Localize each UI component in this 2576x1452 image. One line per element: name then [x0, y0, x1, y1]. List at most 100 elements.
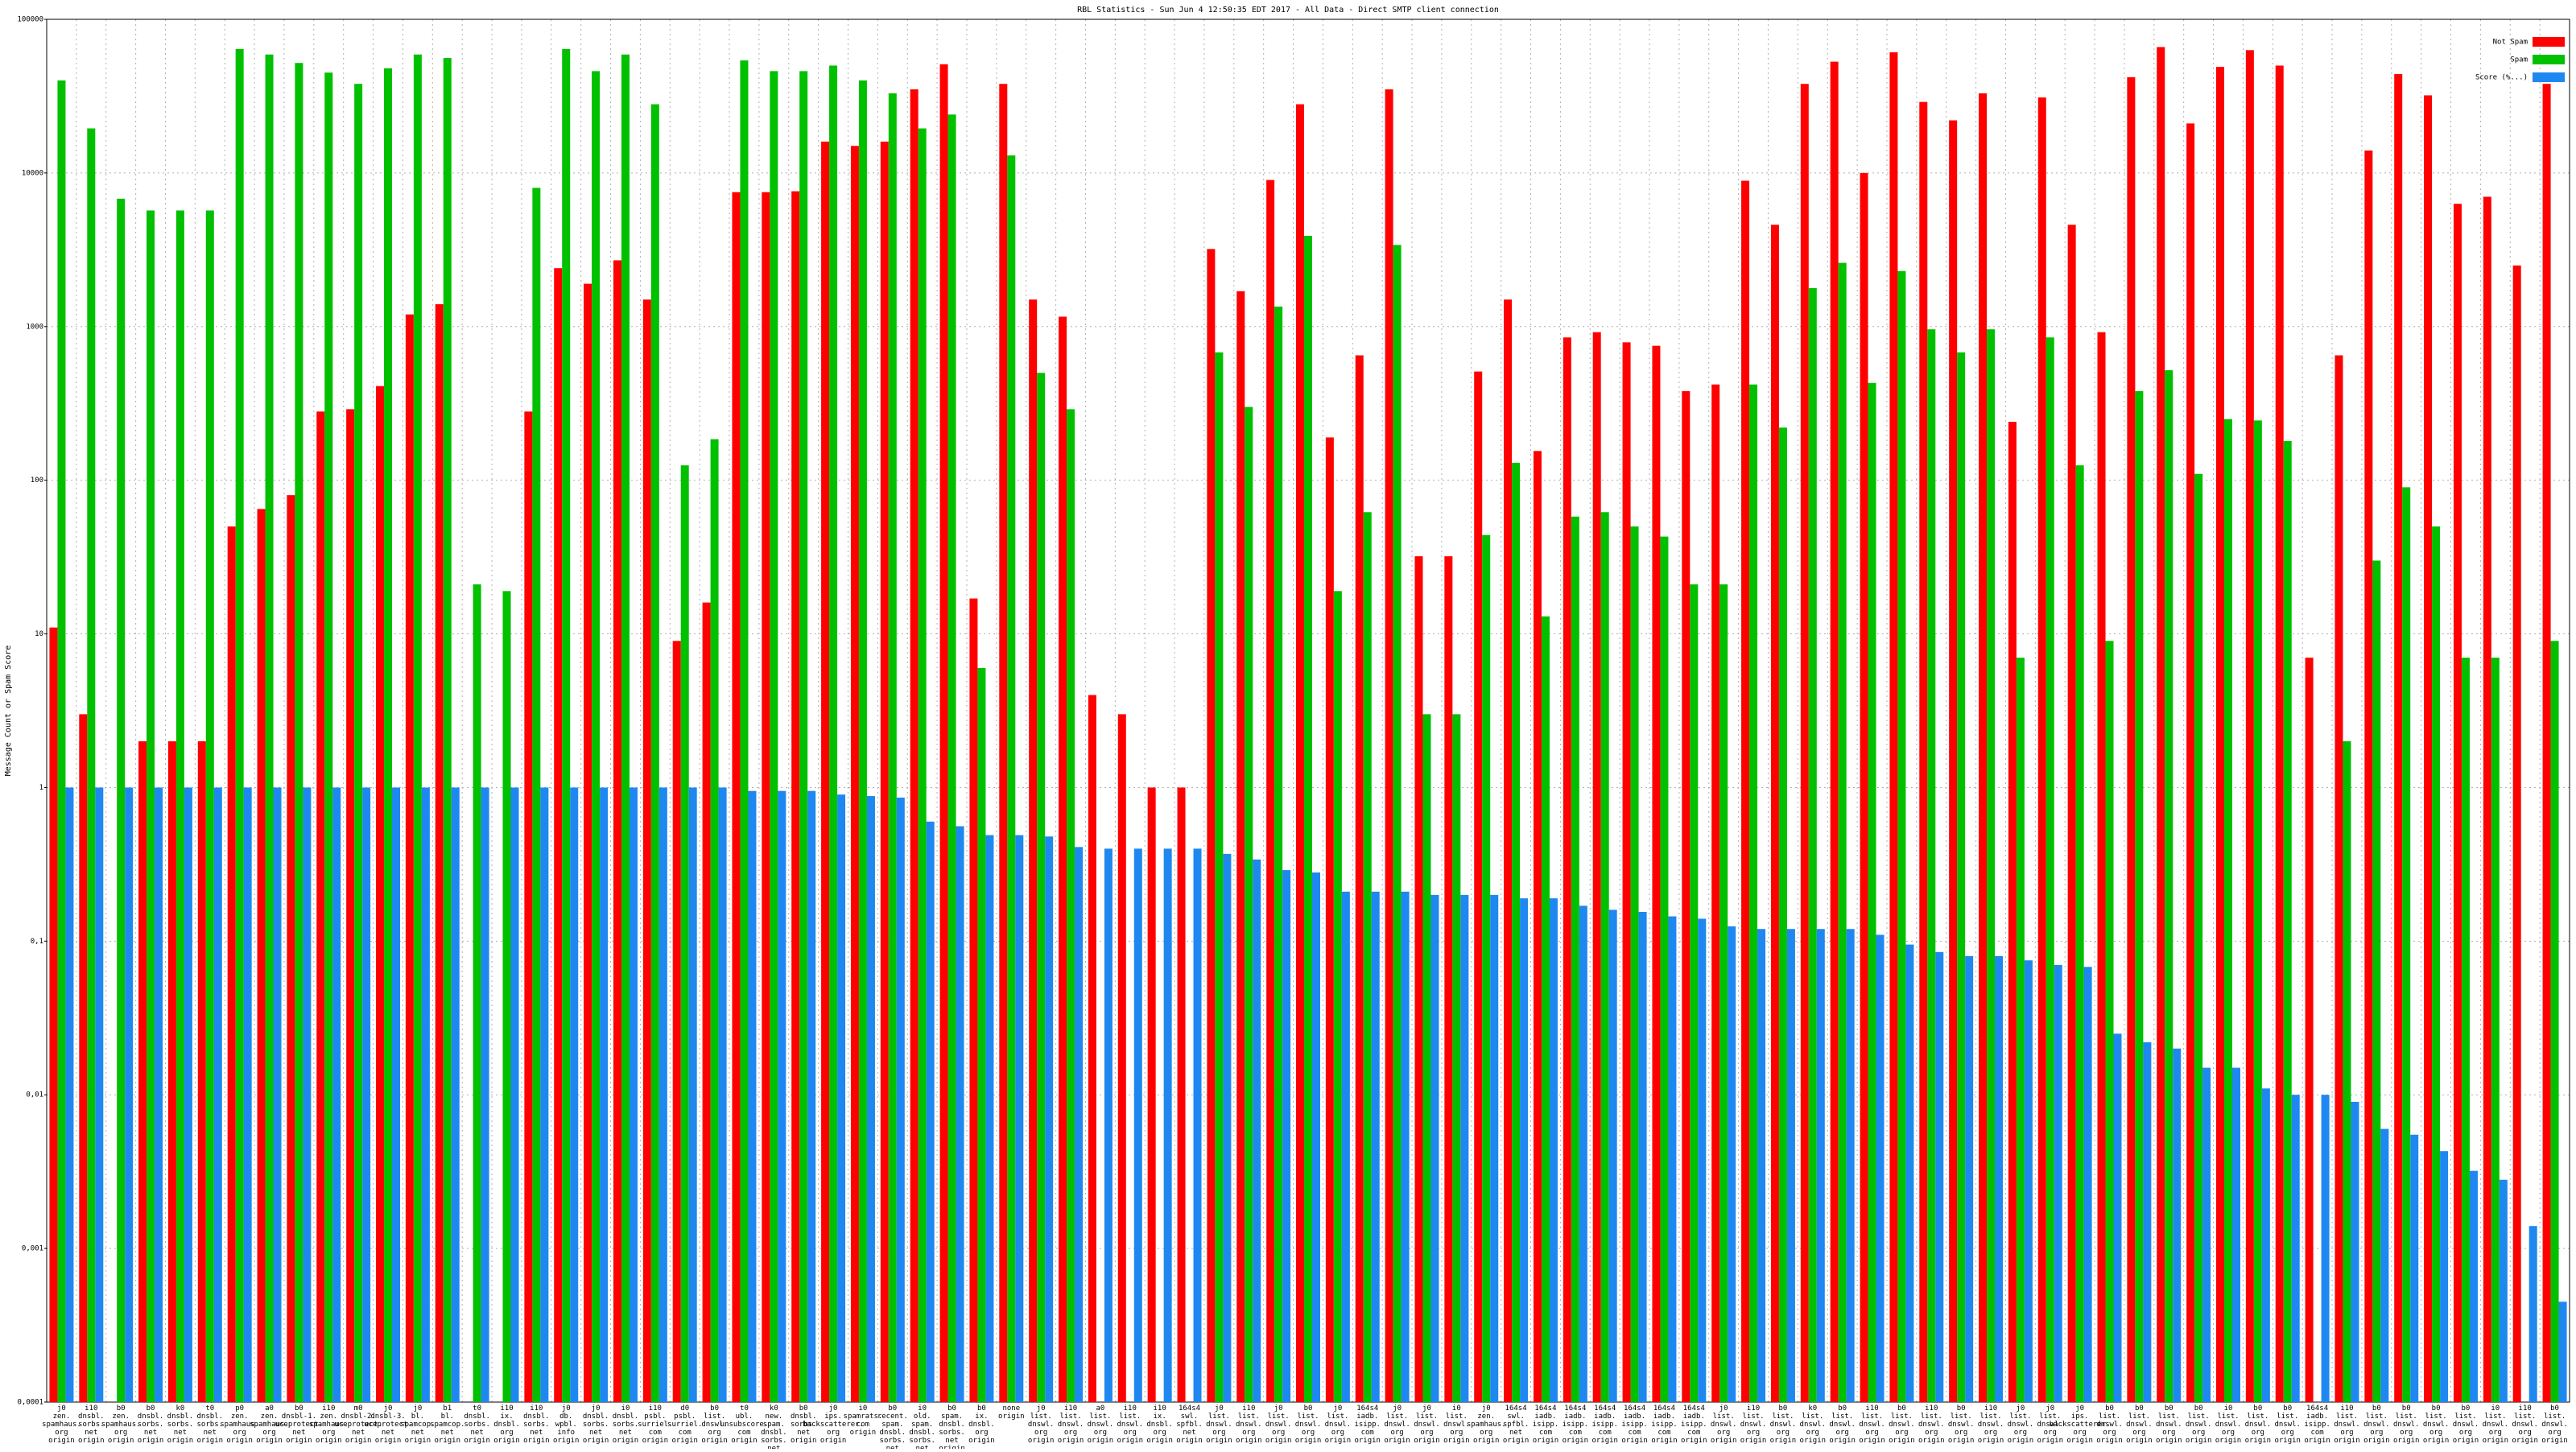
- x-tick-label: t0 dnsbl. sorbs. net origin: [197, 1405, 224, 1445]
- x-tick-label: a0 list. dnswl. org origin: [1088, 1405, 1114, 1445]
- bar: [778, 790, 786, 1402]
- bar: [2283, 440, 2292, 1402]
- bar: [2223, 419, 2232, 1402]
- legend-label: Spam: [2510, 56, 2528, 64]
- bar: [257, 509, 266, 1403]
- x-tick-label: b0 list. dnswl. org origin: [2096, 1405, 2123, 1445]
- y-tick-label: 100: [31, 476, 43, 485]
- bar: [1995, 955, 2004, 1402]
- bar: [1757, 929, 1766, 1402]
- bar: [1363, 512, 1372, 1402]
- bar: [1266, 179, 1275, 1402]
- legend-swatch: [2533, 37, 2565, 47]
- bar: [2194, 473, 2203, 1402]
- bar: [910, 89, 919, 1402]
- bar: [1223, 853, 1232, 1402]
- x-tick-label: i10 list. dnswl. org origin: [2512, 1405, 2538, 1445]
- bar: [1889, 52, 1898, 1402]
- x-tick-label: j0 list. dnswl. org origin: [1265, 1405, 1292, 1445]
- bar: [1905, 944, 1914, 1402]
- bar: [65, 787, 74, 1402]
- bar: [273, 787, 282, 1402]
- bar: [235, 48, 244, 1403]
- bar: [791, 191, 800, 1402]
- x-tick-label: i0 list. dnswl. org origin: [1443, 1405, 1470, 1445]
- x-tick-label: b0 list. dnswl. org origin: [2274, 1405, 2301, 1445]
- bar: [1630, 526, 1639, 1403]
- bar: [688, 787, 697, 1402]
- bar: [1401, 891, 1410, 1402]
- x-tick-label: b0 list. dnswl. org origin: [2541, 1405, 2568, 1445]
- bar: [1193, 848, 1202, 1402]
- bar: [2512, 265, 2521, 1403]
- bar: [205, 210, 214, 1403]
- bar: [1846, 929, 1855, 1402]
- bar: [1987, 329, 1996, 1402]
- bar: [762, 192, 770, 1403]
- bar: [2351, 1101, 2359, 1402]
- bar: [1719, 584, 1728, 1402]
- y-tick-label: 1: [39, 784, 43, 792]
- bar: [1371, 891, 1380, 1402]
- bar: [1245, 406, 1253, 1403]
- x-tick-label: j0 db. wpbl. info origin: [553, 1405, 580, 1445]
- bar: [2483, 196, 2491, 1402]
- bar: [473, 584, 481, 1402]
- bar: [213, 787, 222, 1402]
- bar: [2046, 337, 2054, 1402]
- bar: [1325, 437, 1334, 1402]
- legend-label: Score (%...): [2475, 74, 2528, 82]
- x-tick-label: 164s4 iadb. isipp. com origin: [1563, 1405, 1589, 1445]
- bar: [1385, 89, 1393, 1402]
- bar: [175, 210, 184, 1403]
- bar: [227, 526, 236, 1403]
- bar: [384, 68, 393, 1402]
- bar: [1015, 835, 1024, 1402]
- x-tick-label: 164s4 swl. spfbl. net origin: [1503, 1405, 1530, 1445]
- bar: [1957, 352, 1966, 1402]
- bar: [985, 835, 994, 1402]
- bar: [2097, 332, 2106, 1402]
- bar: [287, 495, 295, 1402]
- bar: [1430, 894, 1439, 1402]
- bar: [2024, 960, 2033, 1402]
- x-tick-label: b0 list. dnswl. org origin: [2245, 1405, 2272, 1445]
- bar: [117, 198, 126, 1402]
- bar: [584, 283, 592, 1403]
- x-tick-label: b0 list. dnswl. org origin: [1770, 1405, 1797, 1445]
- x-tick-label: 164s4 iadb. isipp. com origin: [1354, 1405, 1381, 1445]
- x-tick-label: b1 bl. spamcop. net origin: [430, 1405, 464, 1445]
- bar: [1504, 299, 1513, 1402]
- bar: [147, 210, 155, 1403]
- x-tick-label: j0 bl. spamcop. net origin: [400, 1405, 435, 1445]
- x-tick-label: i10 list. dnswl. org origin: [1978, 1405, 2004, 1445]
- x-tick-label: i0 list. dnswl. org origin: [2215, 1405, 2242, 1445]
- bar: [1830, 61, 1839, 1402]
- bar: [1608, 910, 1617, 1402]
- bar: [87, 128, 96, 1402]
- bar: [1563, 337, 1571, 1402]
- bar: [1600, 512, 1609, 1402]
- bar: [650, 104, 659, 1403]
- bar: [821, 141, 830, 1402]
- bar: [2173, 1048, 2182, 1402]
- bar: [866, 796, 875, 1402]
- bar: [362, 787, 371, 1402]
- bar: [1163, 848, 1172, 1402]
- bar: [49, 627, 58, 1402]
- bar: [2231, 1067, 2240, 1402]
- bar: [1045, 836, 1054, 1402]
- bar: [376, 386, 385, 1403]
- bar: [1253, 859, 1261, 1402]
- bar: [732, 192, 741, 1403]
- bar: [138, 740, 147, 1402]
- chart-title: RBL Statistics - Sun Jun 4 12:50:35 EDT …: [1077, 6, 1499, 14]
- bar: [295, 63, 303, 1403]
- bar: [2550, 641, 2559, 1402]
- bar: [2440, 1151, 2449, 1402]
- bar: [1949, 120, 1958, 1403]
- bar: [1622, 342, 1631, 1403]
- x-tick-label: i10 list. dnswl. org origin: [1740, 1405, 1767, 1445]
- x-tick-label: b0 dnsbl. sorbs. net origin: [791, 1405, 817, 1445]
